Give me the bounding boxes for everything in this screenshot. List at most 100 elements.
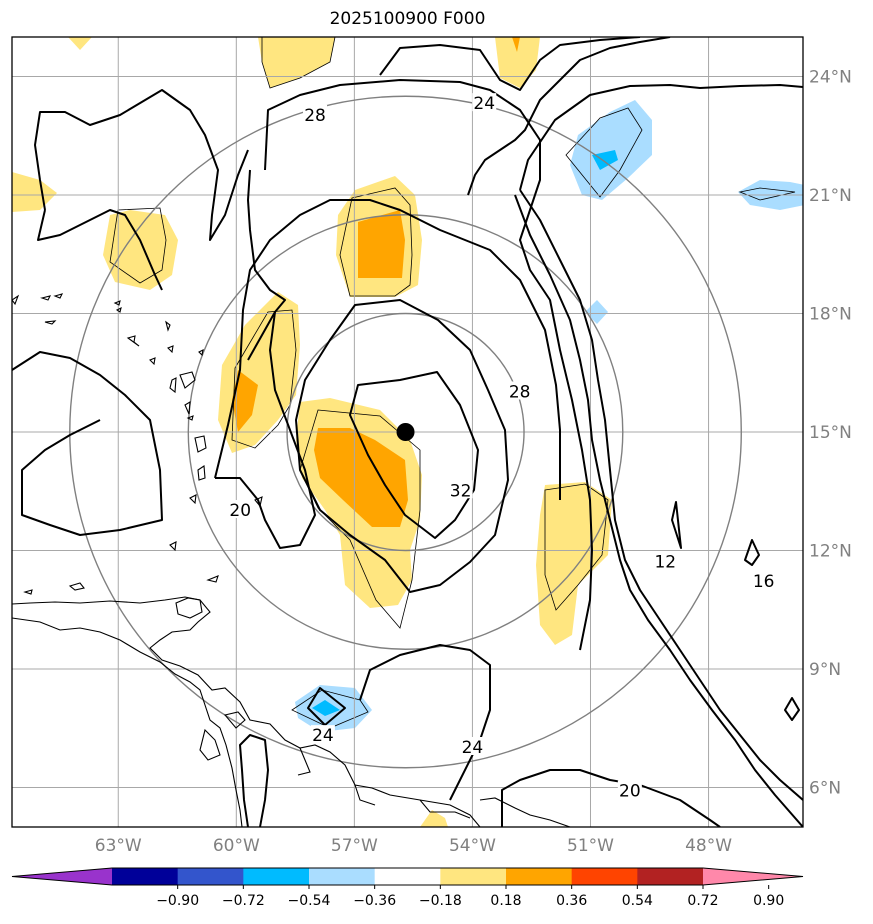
contour-label: 20 [619, 781, 641, 801]
shade-yellow-north-edge-1 [68, 37, 92, 50]
contour-label: 28 [509, 383, 531, 403]
map-frame [11, 36, 804, 828]
contour-24-north [379, 37, 641, 91]
colorbar-extend-low [12, 868, 112, 885]
shade-orange-west-band [232, 370, 258, 432]
coast-trinidad [175, 597, 203, 619]
colorbar-segment [177, 868, 244, 885]
contour-label-bg [448, 480, 473, 499]
lon-tick-label: 54°W [449, 836, 496, 856]
range-rings [69, 95, 742, 769]
contour-label: 16 [753, 572, 775, 592]
shade-yellow-northwest [103, 210, 178, 290]
contour-24-south-small [307, 687, 346, 726]
contour-label: 24 [312, 726, 334, 746]
colorbar-tick-label: −0.54 [288, 893, 331, 909]
coastlines [12, 596, 571, 827]
colorbar: −0.90 −0.72 −0.54 −0.36 −0.18 0.18 0.36 0.54 0.7… [11, 867, 804, 909]
contour-label-bg [617, 780, 642, 799]
contour-label-bg [507, 381, 532, 400]
coast-south-america-inland [12, 617, 243, 827]
contour-label: 12 [654, 552, 676, 572]
contour-24-east [467, 37, 671, 196]
lat-tick-label: 9°N [809, 660, 841, 680]
contour-32 [349, 371, 479, 539]
contour-28-inner [295, 299, 509, 593]
coast-venezuela-inset [199, 728, 221, 761]
colorbar-tick-label: 0.36 [556, 893, 587, 909]
colorbar-tick-label: 0.90 [753, 893, 784, 909]
lon-tick-label: 48°W [685, 836, 732, 856]
colorbar-extend-high [703, 868, 803, 885]
contour-label: 20 [229, 501, 251, 521]
longitude-labels: 63°W 60°W 57°W 54°W 51°W 48°W [95, 836, 732, 856]
contour-16-east [744, 539, 760, 566]
range-ring [286, 312, 525, 552]
shade-yellow-east [536, 482, 612, 645]
lon-tick-label: 57°W [331, 836, 378, 856]
contour-24-west [214, 199, 561, 500]
contour-label-bg [303, 105, 328, 123]
shade-lightblue-small [585, 300, 608, 324]
lon-tick-label: 63°W [95, 836, 142, 856]
range-ring [187, 214, 624, 650]
contour-label-bg [472, 93, 497, 112]
colorbar-tick-label: −0.36 [353, 893, 396, 909]
contour-label-bg [228, 500, 253, 518]
colorbar-segment [506, 868, 573, 885]
shade-yellow-north-edge-2 [258, 37, 335, 88]
contour-east-small [784, 697, 800, 721]
coast-guiana [297, 747, 471, 819]
lat-tick-label: 21°N [809, 186, 852, 206]
colorbar-segment [243, 868, 310, 885]
contour-label: 28 [304, 106, 326, 126]
lat-tick-label: 18°N [809, 305, 852, 325]
contour-20-east [519, 84, 803, 191]
coast-south-america [12, 596, 481, 827]
shade-orange-north-central [358, 210, 405, 278]
lat-tick-label: 6°N [809, 779, 841, 799]
colorbar-segment [637, 868, 704, 885]
latitude-labels: 24°N 21°N 18°N 15°N 12°N 9°N 6°N [809, 68, 852, 799]
contour-label-bg [653, 551, 678, 570]
colorbar-tick-label: −0.90 [156, 893, 199, 909]
contour-16-east-band [514, 194, 803, 827]
contour-20-south [239, 734, 269, 827]
contour-28-west [247, 169, 286, 361]
contour-24-sw [215, 311, 316, 549]
contour-20-east-band [519, 189, 803, 801]
shade-cyan-south [312, 700, 340, 716]
colorbar-segment [112, 868, 179, 885]
contour-28-nw-tail [37, 209, 163, 291]
shade-cyan-northeast [592, 150, 618, 170]
contour-lines [12, 37, 803, 827]
contour-28-nw [34, 89, 249, 241]
colorbar-segment [374, 868, 441, 885]
contour-label-bg [751, 571, 776, 590]
lat-tick-label: 12°N [809, 542, 852, 562]
coast-east-edge [479, 797, 571, 827]
contour-labels: 28 24 28 32 20 12 16 24 24 20 [228, 93, 776, 801]
grid-lines [12, 37, 803, 827]
islands [12, 293, 263, 595]
colorbar-tick-label: 0.54 [622, 893, 653, 909]
shade-orange-central [314, 428, 408, 527]
lat-tick-label: 15°N [809, 423, 852, 443]
colorbar-segment [571, 868, 638, 885]
storm-center-marker [396, 423, 415, 441]
colorbar-tick-label: 0.18 [490, 893, 521, 909]
colorbar-tick-label: −0.18 [419, 893, 462, 909]
map-title: 2025100900 F000 [329, 9, 486, 29]
contour-20-southeast [501, 769, 721, 827]
contour-label-bg [310, 725, 335, 744]
contour-label: 32 [450, 481, 472, 501]
colorbar-segment [440, 868, 507, 885]
colorbar-tick-label: 0.72 [687, 893, 718, 909]
map-plot-area: 28 24 28 32 20 12 16 24 24 20 [12, 37, 803, 827]
range-ring [69, 95, 742, 769]
contour-label-bg [460, 737, 485, 755]
lat-tick-label: 24°N [809, 68, 852, 88]
lon-tick-label: 60°W [213, 836, 260, 856]
coast-bay [223, 711, 246, 729]
